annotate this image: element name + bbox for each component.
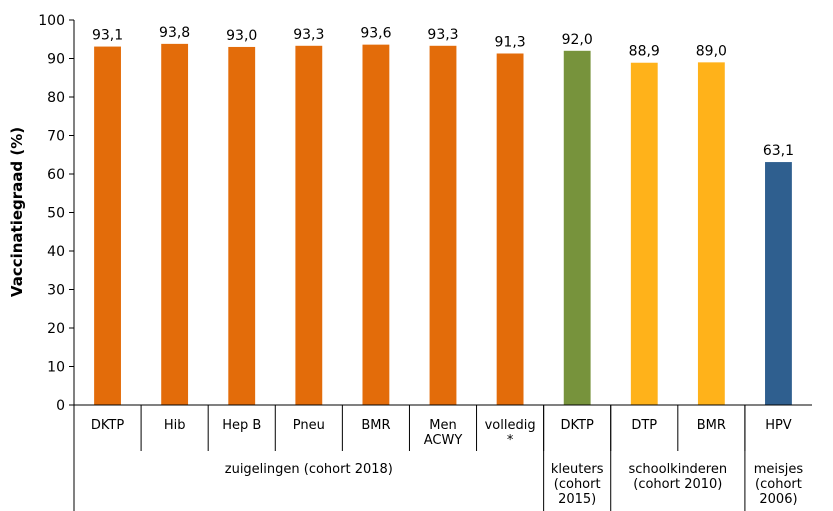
bar [630, 62, 658, 406]
bar [496, 53, 524, 406]
category-label: HPV [765, 418, 792, 433]
y-tick-label: 30 [47, 283, 65, 299]
data-label: 92,0 [562, 32, 593, 48]
group-label: 2015) [558, 492, 596, 507]
y-axis-title: Vaccinatiegraad (%) [8, 127, 26, 297]
category-label: DKTP [561, 418, 594, 433]
category-label: DKTP [91, 418, 124, 433]
data-label: 91,3 [495, 34, 526, 50]
y-tick-label: 80 [47, 90, 65, 106]
bar [362, 44, 390, 405]
group-label: (cohort 2010) [633, 477, 722, 492]
category-label: BMR [697, 418, 726, 433]
data-label: 93,8 [159, 25, 190, 41]
y-tick-label: 70 [47, 129, 65, 145]
y-tick-label: 10 [47, 360, 65, 376]
data-label: 93,1 [92, 28, 123, 44]
category-label: Hib [164, 418, 186, 433]
group-label: (cohort [755, 477, 802, 492]
y-tick-label: 40 [47, 244, 65, 260]
bar [563, 50, 591, 406]
data-label: 88,9 [629, 44, 660, 60]
bar [429, 45, 457, 406]
data-label: 93,3 [293, 27, 324, 43]
bar [295, 45, 323, 406]
bar [228, 46, 256, 405]
group-label: (cohort [554, 477, 601, 492]
bar [161, 43, 189, 406]
data-label: 93,6 [360, 26, 391, 42]
bar [94, 46, 121, 405]
data-label: 93,3 [427, 27, 458, 43]
data-label: 93,0 [226, 28, 257, 44]
y-tick-label: 60 [47, 167, 65, 183]
data-label: 89,0 [696, 43, 727, 59]
group-label: zuigelingen (cohort 2018) [225, 462, 393, 477]
y-tick-label: 0 [56, 398, 65, 414]
bar [765, 162, 792, 405]
category-label: Pneu [293, 418, 325, 433]
bars: 93,1 93,8 93,0 93,3 93,6 93,3 91,3 92,0 88,9 89,0… [92, 25, 794, 406]
y-tick-label: 50 [47, 206, 65, 222]
y-axis: 0 10 20 30 40 50 60 70 80 90 100 [38, 13, 75, 414]
category-label: DTP [631, 418, 657, 433]
category-label: * [507, 433, 514, 448]
group-label: schoolkinderen [629, 462, 728, 477]
group-label: kleuters [551, 462, 604, 477]
category-label: volledig [485, 418, 536, 433]
group-label: 2006) [759, 492, 797, 507]
category-label: ACWY [424, 433, 463, 448]
category-label: BMR [361, 418, 390, 433]
category-label: Hep B [222, 418, 261, 433]
group-label: meisjes [754, 462, 804, 477]
category-label: Men [429, 418, 456, 433]
y-tick-label: 90 [47, 52, 65, 68]
y-tick-label: 100 [38, 13, 65, 29]
data-label: 63,1 [763, 143, 794, 159]
y-tick-label: 20 [47, 321, 65, 337]
bar [697, 62, 725, 405]
